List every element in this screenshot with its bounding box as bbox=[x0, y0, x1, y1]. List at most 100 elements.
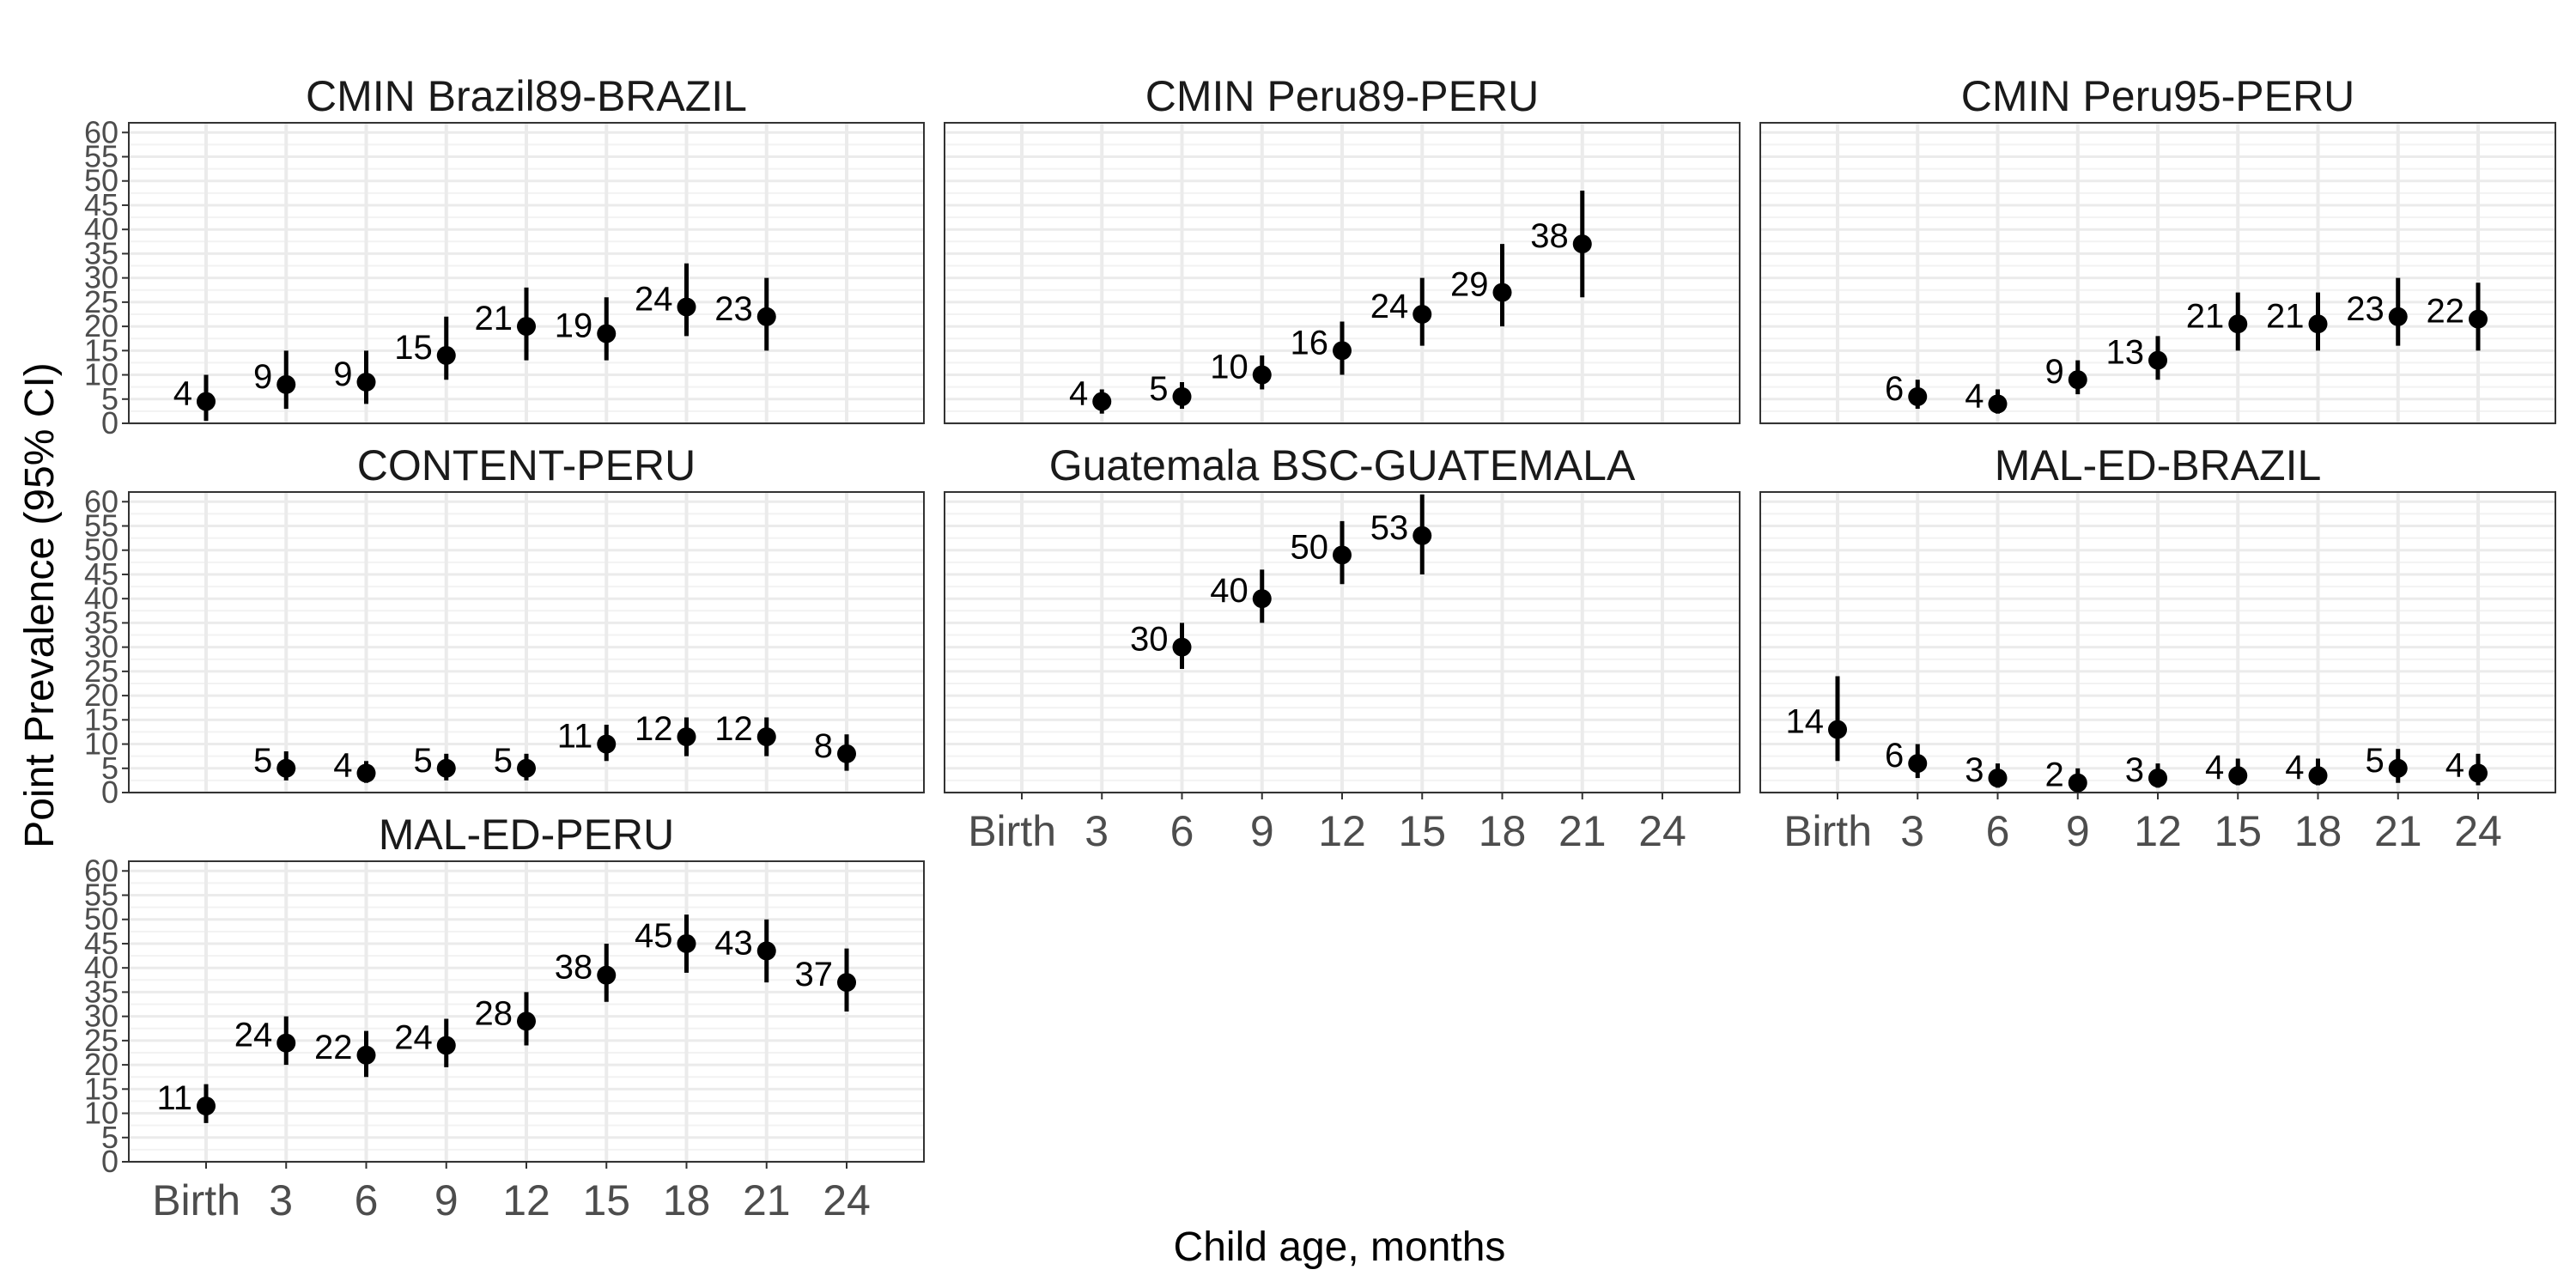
panel-cmin-peru89-peru: CMIN Peru89-PERU 4 5 10 16 24 29 38 bbox=[944, 72, 1741, 425]
data-point bbox=[677, 297, 696, 317]
y-tick-label: 55 bbox=[84, 139, 118, 174]
data-point bbox=[2308, 766, 2328, 786]
y-tick-label: 5 bbox=[101, 750, 118, 786]
y-tick-label: 45 bbox=[84, 187, 118, 222]
data-label: 4 bbox=[2445, 746, 2464, 784]
data-label: 40 bbox=[1210, 572, 1249, 610]
x-tick-label: 6 bbox=[1986, 807, 2010, 855]
y-tick-label: 55 bbox=[84, 878, 118, 913]
data-label: 28 bbox=[475, 994, 513, 1032]
data-point bbox=[677, 933, 696, 953]
data-label: 24 bbox=[635, 281, 673, 319]
x-tick-label: 9 bbox=[2066, 807, 2090, 855]
data-label: 9 bbox=[333, 355, 352, 393]
data-label: 21 bbox=[2186, 297, 2225, 335]
y-tick-label: 0 bbox=[101, 775, 118, 810]
y-tick-label: 5 bbox=[101, 381, 118, 416]
y-tick-label: 30 bbox=[84, 629, 118, 665]
data-point bbox=[2469, 309, 2488, 329]
y-tick-label: 45 bbox=[84, 556, 118, 592]
data-label: 10 bbox=[1210, 349, 1249, 386]
x-tick-label: 24 bbox=[823, 1176, 871, 1224]
x-tick-label: 6 bbox=[1170, 807, 1194, 855]
data-label: 4 bbox=[1965, 377, 1984, 415]
data-label: 6 bbox=[1885, 370, 1904, 408]
data-label: 3 bbox=[2125, 751, 2144, 789]
x-tick-label: Birth bbox=[968, 807, 1056, 855]
data-label: 50 bbox=[1291, 528, 1329, 566]
data-label: 37 bbox=[795, 956, 834, 993]
data-label: 53 bbox=[1370, 509, 1409, 547]
data-point bbox=[436, 345, 456, 365]
y-tick-label: 40 bbox=[84, 580, 118, 616]
y-tick-label: 45 bbox=[84, 926, 118, 961]
y-tick-label: 35 bbox=[84, 605, 118, 640]
y-tick-label: 60 bbox=[84, 483, 118, 519]
data-point bbox=[1413, 304, 1432, 324]
data-label: 5 bbox=[253, 742, 272, 780]
x-tick-label: Birth bbox=[152, 1176, 240, 1224]
data-label: 2 bbox=[2045, 756, 2064, 794]
y-tick-label: 20 bbox=[84, 677, 118, 713]
data-point bbox=[1908, 386, 1928, 406]
x-tick-label: 3 bbox=[1900, 807, 1924, 855]
y-tick-label: 20 bbox=[84, 1047, 118, 1082]
y-tick-label: 50 bbox=[84, 532, 118, 568]
data-point bbox=[2388, 758, 2408, 778]
data-label: 12 bbox=[635, 710, 673, 748]
data-label: 45 bbox=[635, 917, 673, 955]
y-tick-label: 40 bbox=[84, 950, 118, 985]
data-point bbox=[1828, 720, 1847, 739]
data-label: 23 bbox=[714, 290, 753, 328]
data-point bbox=[2469, 763, 2488, 783]
y-tick-label: 15 bbox=[84, 332, 118, 368]
data-point bbox=[436, 1036, 456, 1055]
data-label: 4 bbox=[333, 746, 352, 784]
y-tick-label: 50 bbox=[84, 163, 118, 198]
y-tick-label: 0 bbox=[101, 1144, 118, 1179]
y-tick-label: 40 bbox=[84, 211, 118, 246]
data-point bbox=[1172, 637, 1192, 657]
data-point bbox=[197, 1097, 216, 1116]
data-label: 5 bbox=[414, 742, 433, 780]
x-tick-label: 18 bbox=[663, 1176, 711, 1224]
y-tick-label: 35 bbox=[84, 974, 118, 1009]
data-point bbox=[597, 965, 617, 985]
data-point bbox=[1988, 394, 2008, 414]
data-point bbox=[1572, 234, 1592, 254]
data-point bbox=[1908, 754, 1928, 774]
panels-layer: CMIN Brazil89-BRAZIL05101520253035404550… bbox=[84, 72, 2556, 1224]
data-label: 23 bbox=[2346, 290, 2385, 328]
y-tick-label: 35 bbox=[84, 235, 118, 270]
panel-mal-ed-peru: MAL-ED-PERU051015202530354045505560Birth… bbox=[84, 811, 925, 1224]
data-label: 30 bbox=[1130, 621, 1169, 659]
data-point bbox=[1172, 386, 1192, 406]
data-point bbox=[1252, 365, 1272, 385]
y-tick-label: 25 bbox=[84, 284, 118, 319]
y-tick-label: 50 bbox=[84, 902, 118, 937]
data-point bbox=[837, 744, 856, 763]
data-point bbox=[677, 727, 696, 747]
x-tick-label: 21 bbox=[2374, 807, 2422, 855]
data-label: 4 bbox=[173, 375, 192, 413]
data-label: 4 bbox=[1069, 375, 1088, 413]
y-tick-label: 30 bbox=[84, 999, 118, 1034]
data-label: 14 bbox=[1786, 703, 1825, 741]
panel-border bbox=[128, 491, 925, 793]
data-point bbox=[1492, 283, 1512, 302]
panel-border bbox=[944, 122, 1741, 424]
data-point bbox=[517, 1012, 536, 1031]
data-point bbox=[756, 307, 776, 326]
y-tick-label: 30 bbox=[84, 260, 118, 295]
x-tick-label: 12 bbox=[1318, 807, 1366, 855]
data-point bbox=[2308, 314, 2328, 334]
x-tick-label: 15 bbox=[1398, 807, 1446, 855]
x-tick-label: 12 bbox=[2134, 807, 2182, 855]
data-point bbox=[517, 758, 536, 778]
data-label: 9 bbox=[2045, 353, 2064, 391]
data-point bbox=[356, 763, 376, 783]
y-tick-label: 10 bbox=[84, 726, 118, 762]
x-tick-label: 9 bbox=[1250, 807, 1274, 855]
y-tick-label: 60 bbox=[84, 114, 118, 149]
